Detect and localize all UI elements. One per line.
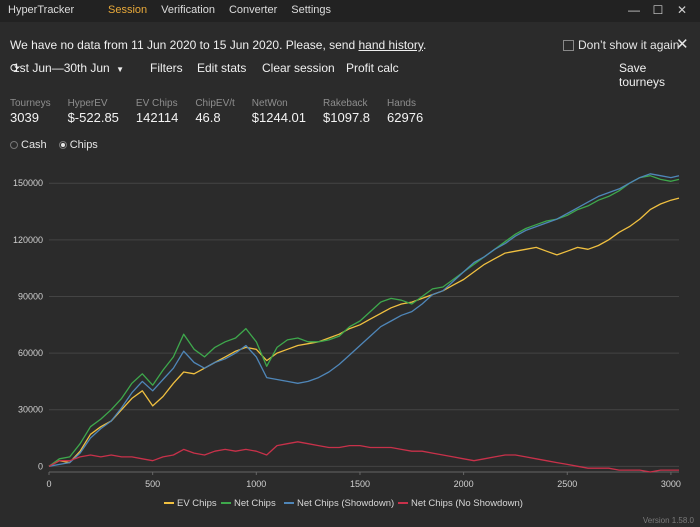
menu-session[interactable]: Session (108, 4, 148, 16)
dont-show-label: Don’t show it again (578, 38, 680, 52)
chips-label: Chips (69, 139, 98, 151)
radio-dot (10, 141, 18, 149)
sync-icon: ⟳ (10, 61, 21, 75)
maximize-icon[interactable]: ☐ (652, 3, 664, 17)
stat-label: EV Chips (135, 98, 178, 109)
stat-value: 46.8 (195, 110, 221, 125)
close-notice-icon[interactable]: ✕ (676, 36, 689, 53)
version-label: Version 1.58.0 (642, 516, 694, 525)
chips-radio[interactable]: Chips (58, 139, 98, 151)
y-tick-label: 150000 (13, 178, 43, 188)
date-range-label: 1st Jun—30th Jun (13, 61, 110, 75)
stat-label: Tourneys (10, 98, 51, 109)
chevron-down-icon: ▼ (116, 65, 124, 74)
stat-label: Rakeback (323, 98, 368, 109)
menu-verification[interactable]: Verification (161, 4, 215, 16)
window-controls: — ☐ ✕ (622, 1, 694, 19)
main-menu: Session Verification Converter Settings (108, 4, 331, 16)
mode-selector: Cash Chips (10, 139, 98, 151)
x-tick-label: 3000 (661, 479, 681, 489)
x-tick-label: 2000 (454, 479, 474, 489)
legend-label: Net Chips (234, 498, 276, 509)
stat-value: $1097.8 (323, 110, 371, 125)
stat-ev-chips: EV Chips 142114 (136, 98, 178, 125)
stats-panel: Tourneys 3039 HyperEV $-522.85 EV Chips … (10, 98, 440, 125)
edit-stats-button[interactable]: Edit stats (197, 61, 247, 75)
stat-value: 3039 (10, 110, 39, 125)
series-line-3 (48, 173, 680, 467)
hand-history-link[interactable]: hand history (358, 38, 423, 52)
x-tick-label: 1500 (350, 479, 370, 489)
dont-show-checkbox[interactable] (563, 39, 574, 51)
y-tick-label: 0 (38, 461, 43, 471)
x-tick-label: 2500 (557, 479, 577, 489)
notice-suffix: . (422, 38, 427, 52)
stat-label: HyperEV (67, 98, 108, 109)
x-tick-label: 0 (46, 479, 51, 489)
menu-converter[interactable]: Converter (228, 4, 278, 16)
y-tick-label: 30000 (18, 405, 43, 415)
legend-label: Net Chips (Showdown) (297, 498, 394, 509)
filters-button[interactable]: Filters (150, 61, 183, 75)
legend-label: EV Chips (177, 498, 217, 509)
menu-settings[interactable]: Settings (291, 4, 331, 16)
stat-hands: Hands 62976 (387, 98, 423, 125)
y-tick-label: 60000 (18, 348, 43, 358)
title-bar: HyperTracker Session Verification Conver… (0, 0, 700, 22)
stat-rakeback: Rakeback $1097.8 (323, 98, 370, 125)
y-tick-label: 120000 (13, 235, 43, 245)
series-line-1 (48, 197, 680, 467)
cash-label: Cash (21, 139, 47, 151)
stat-value: $-522.85 (67, 110, 119, 125)
x-tick-label: 1000 (246, 479, 266, 489)
cash-radio[interactable]: Cash (10, 139, 47, 151)
app-title: HyperTracker (8, 4, 75, 16)
stat-label: NetWon (251, 98, 288, 109)
stat-tourneys: Tourneys 3039 (10, 98, 51, 125)
stat-value: 142114 (135, 110, 179, 125)
save-tourneys-button[interactable]: Save tourneys (619, 61, 666, 89)
minimize-icon[interactable]: — (628, 3, 640, 17)
clear-session-button[interactable]: Clear session (262, 61, 335, 75)
x-tick-label: 500 (145, 479, 160, 489)
series-line-2 (48, 175, 680, 467)
profit-calc-button[interactable]: Profit calc (346, 61, 399, 75)
close-window-icon[interactable]: ✕ (676, 3, 688, 17)
stat-value: $1244.01 (251, 110, 307, 125)
stat-hyperev: HyperEV $-522.85 (68, 98, 119, 125)
missing-data-notice: We have no data from 11 Jun 2020 to 15 J… (10, 38, 426, 52)
notice-text: We have no data from 11 Jun 2020 to 15 J… (10, 38, 359, 52)
y-tick-label: 90000 (18, 291, 43, 301)
series-line-4 (48, 441, 679, 473)
stat-value: 62976 (387, 110, 424, 125)
stat-label: ChipEV/t (195, 98, 235, 109)
dont-show-again[interactable]: Don’t show it again (563, 38, 679, 52)
toolbar: ⟳ 1st Jun—30th Jun ▼ Filters Edit stats … (10, 61, 690, 89)
stat-label: Hands (387, 98, 416, 109)
legend-label: Net Chips (No Showdown) (411, 498, 523, 509)
stat-chipev-per-t: ChipEV/t 46.8 (195, 98, 234, 125)
chips-chart: 0 30000 60000 90000 120000 150000 0 500 1000 1500… (13, 173, 681, 509)
radio-dot (58, 141, 67, 149)
date-range-dropdown[interactable]: ⟳ 1st Jun—30th Jun ▼ (10, 61, 124, 75)
stat-netwon: NetWon $1244.01 (252, 98, 306, 125)
